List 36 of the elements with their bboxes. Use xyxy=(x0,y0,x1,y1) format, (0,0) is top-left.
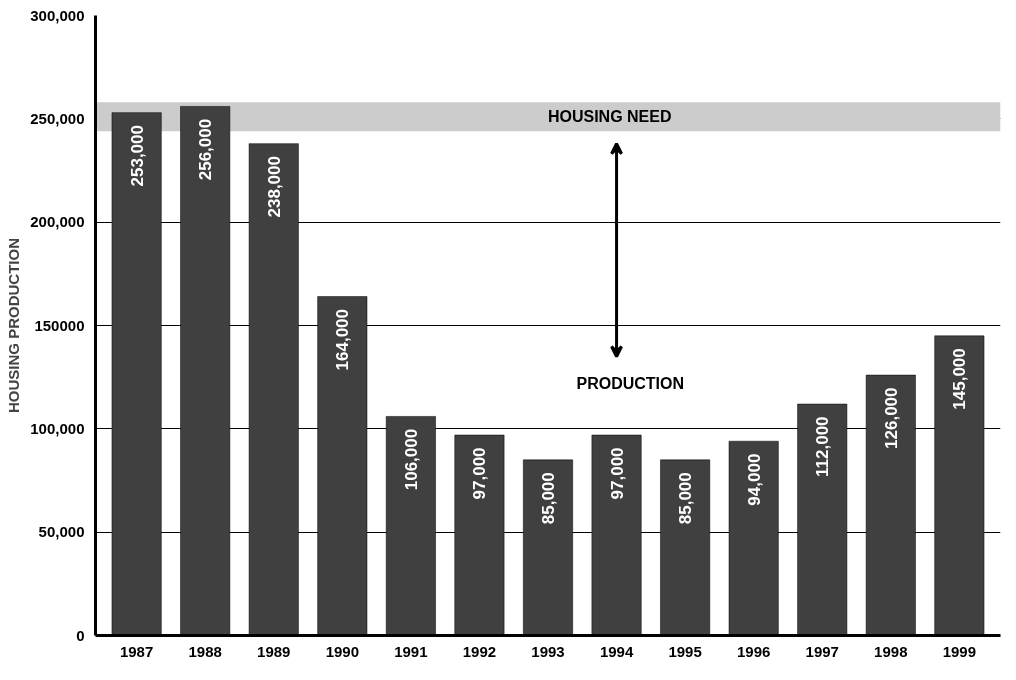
data-label: 94,000 xyxy=(744,453,764,506)
x-tick-label: 1995 xyxy=(668,642,702,660)
x-tick-label: 1996 xyxy=(737,642,771,660)
data-label: 256,000 xyxy=(196,118,216,181)
data-label: 145,000 xyxy=(950,348,970,410)
annotation: PRODUCTION xyxy=(576,374,685,392)
data-label: 106,000 xyxy=(401,428,421,491)
data-label: 97,000 xyxy=(607,447,627,500)
data-label: 85,000 xyxy=(676,472,696,525)
y-tick-label: 50,000 xyxy=(38,523,85,541)
x-tick-label: 1994 xyxy=(599,642,634,660)
data-label: 164,000 xyxy=(333,308,353,371)
data-label: 112,000 xyxy=(813,416,833,477)
y-tick-label: 100,000 xyxy=(30,419,85,437)
data-label: 238,000 xyxy=(264,156,284,218)
x-tick-label: 1998 xyxy=(874,642,908,660)
data-label: 97,000 xyxy=(470,447,490,500)
x-tick-label: 1988 xyxy=(188,642,222,660)
x-tick-label: 1999 xyxy=(942,642,977,660)
y-tick-label: 250,000 xyxy=(30,109,85,127)
x-tick-label: 1990 xyxy=(325,642,360,660)
x-tick-label: 1993 xyxy=(531,642,565,660)
x-tick-label: 1997 xyxy=(805,642,839,660)
y-tick-label: 150000 xyxy=(34,316,85,334)
x-tick-label: 1991 xyxy=(394,642,428,660)
band-label: HOUSING NEED xyxy=(547,108,672,126)
data-label: 126,000 xyxy=(881,387,901,449)
x-tick-label: 1992 xyxy=(462,642,497,660)
y-tick-label: 300,000 xyxy=(30,6,85,24)
x-tick-label: 1989 xyxy=(257,642,291,660)
data-label: 253,000 xyxy=(127,125,147,187)
y-tick-label: 200,000 xyxy=(30,213,85,231)
x-tick-label: 1987 xyxy=(119,642,154,660)
data-label: 85,000 xyxy=(539,472,558,525)
y-tick-label: 0 xyxy=(76,626,85,644)
y-axis-title: HOUSING PRODUCTION xyxy=(5,237,23,413)
